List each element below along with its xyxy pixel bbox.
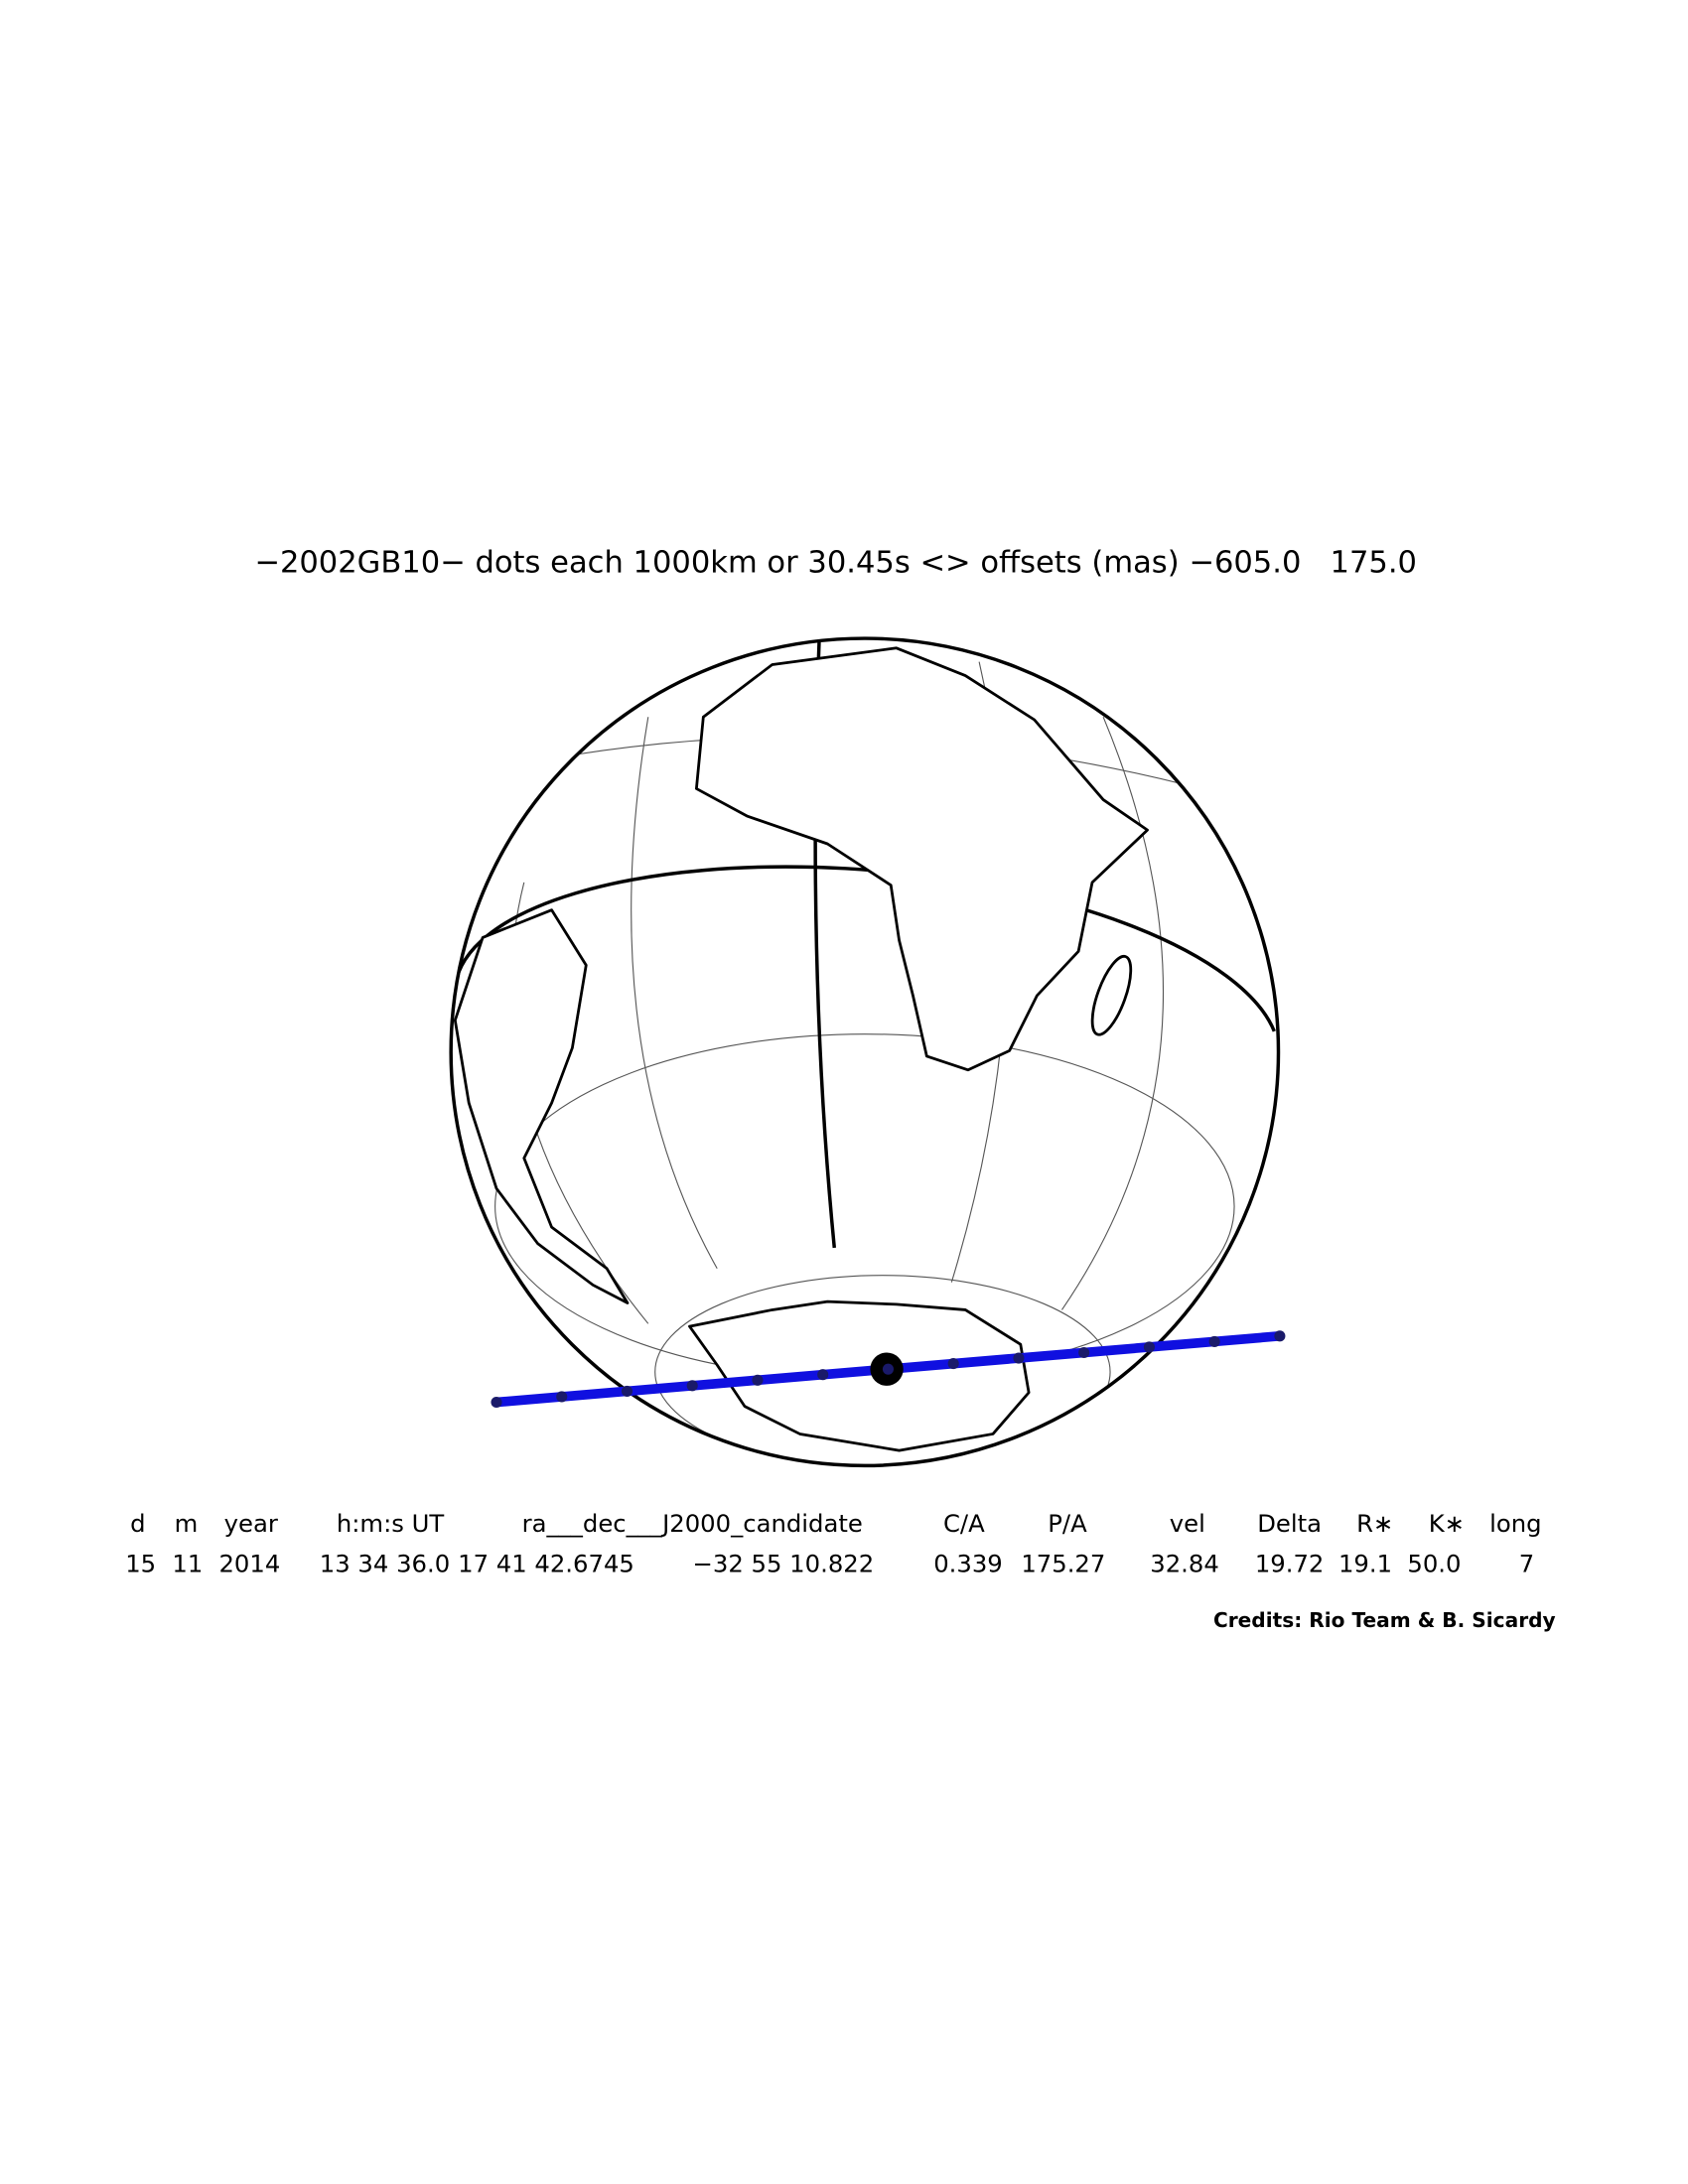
table-header: R∗ [1356, 1509, 1393, 1538]
path-dot [1274, 1330, 1286, 1342]
credits: Credits: Rio Team & B. Sicardy [1213, 1608, 1556, 1632]
table-cell: 50.0 [1407, 1549, 1461, 1577]
meridian [1060, 717, 1165, 1310]
path-dot [556, 1391, 568, 1403]
table-cell: 7 [1519, 1549, 1534, 1577]
table-header: K∗ [1429, 1509, 1465, 1538]
table-cell: 19.1 [1338, 1549, 1392, 1577]
south-america [453, 908, 630, 1304]
table-cell: 19.72 [1255, 1549, 1325, 1577]
path-dot [491, 1396, 502, 1409]
equator [453, 865, 1276, 1032]
path-dot [1013, 1352, 1025, 1364]
table-header: Delta [1257, 1509, 1322, 1538]
table-cell: 175.27 [1021, 1549, 1105, 1577]
africa [695, 646, 1149, 1072]
path-dot [752, 1374, 764, 1386]
table-cell: 15 [125, 1549, 156, 1577]
table-cell: −32 55 10.822 [693, 1549, 875, 1577]
table-header: h:m:s UT [337, 1509, 445, 1538]
path-dot [1208, 1335, 1220, 1347]
table-cell: 13 34 36.0 [320, 1549, 450, 1577]
table-header: long [1489, 1509, 1541, 1538]
map-title: −2002GB10− dots each 1000km or 30.45s <>… [254, 545, 1417, 580]
table-header: d [130, 1509, 145, 1538]
table-header: vel [1170, 1509, 1205, 1538]
path-dot [817, 1369, 829, 1381]
globe-outline [449, 636, 1281, 1468]
madagascar [1090, 954, 1133, 1036]
table-header: year [224, 1509, 278, 1538]
table-header: m [175, 1509, 199, 1538]
table-header: P/A [1048, 1509, 1087, 1538]
path-dot [882, 1363, 894, 1375]
latitude-line [654, 1275, 1111, 1466]
path-dot [1143, 1341, 1155, 1353]
path-dot [947, 1358, 959, 1370]
path-dot [621, 1385, 633, 1397]
path-dot [1078, 1346, 1090, 1359]
table-header: ra___dec___J2000_candidate [522, 1509, 863, 1538]
table-cell: 32.84 [1150, 1549, 1219, 1577]
table-cell: 0.339 [933, 1549, 1003, 1577]
table-cell: 2014 [218, 1549, 280, 1577]
table-cell: 11 [172, 1549, 203, 1577]
event-table: d m year h:m:s UT ra___dec___J2000_candidate… [125, 1509, 1541, 1577]
shadow-path [491, 1330, 1286, 1409]
table-cell: 17 41 42.6745 [458, 1549, 634, 1577]
meridian [631, 717, 718, 1270]
table-header: C/A [943, 1509, 985, 1538]
path-dot [686, 1380, 698, 1392]
